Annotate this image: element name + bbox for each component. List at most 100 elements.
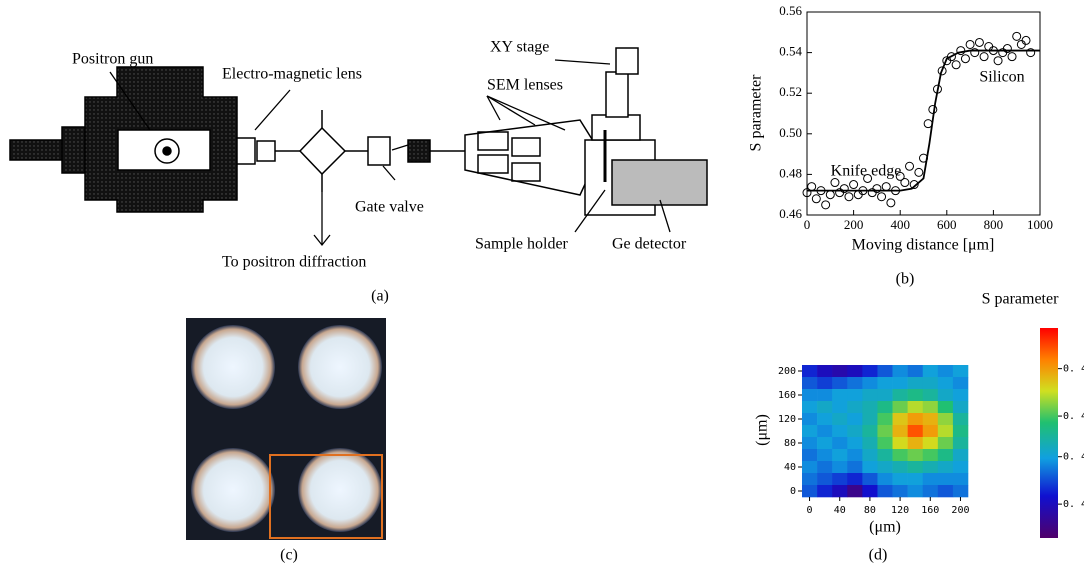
y-tick-label: 0.54 (779, 44, 802, 59)
heat-cell (817, 485, 833, 498)
data-point (872, 184, 882, 194)
heat-cell (832, 485, 848, 498)
heat-cell (922, 437, 939, 450)
shape (61, 126, 89, 174)
annotation: Knife edge (831, 163, 902, 180)
label: XY stage (490, 39, 549, 56)
heat-cell (817, 425, 833, 438)
heat-cell (952, 425, 969, 438)
heat-cell (877, 485, 893, 498)
heat-cell (952, 377, 969, 390)
heat-cell (952, 365, 969, 378)
heat-cell (877, 377, 893, 390)
y-tick-label: 0.52 (779, 84, 802, 99)
heat-cell (862, 389, 878, 402)
heat-cell (892, 437, 908, 450)
heat-cell (877, 473, 893, 486)
heat-cell (862, 365, 878, 378)
heat-cell (847, 413, 863, 426)
heat-cell (832, 449, 848, 462)
heat-cell (922, 365, 939, 378)
shape (511, 137, 541, 157)
heat-cell (877, 449, 893, 462)
x-axis-label: (μm) (869, 519, 901, 536)
heat-cell (817, 461, 833, 474)
y-tick-label: 0.46 (779, 206, 802, 221)
heat-cell (847, 377, 863, 390)
y-tick-label: 0.48 (779, 165, 802, 180)
heat-cell (802, 413, 818, 426)
data-point (937, 66, 947, 76)
heat-cell (802, 461, 818, 474)
shape (391, 144, 409, 151)
label: Electro-magnetic lens (222, 66, 362, 83)
plot-frame (806, 11, 1041, 216)
schematic (9, 47, 708, 247)
label: Sample holder (475, 236, 569, 253)
shape (605, 71, 629, 118)
heat-cell (862, 425, 878, 438)
shape (659, 199, 671, 233)
shape (269, 454, 383, 539)
heat-cell (907, 377, 924, 390)
heat-cell (937, 365, 954, 378)
panel-label: (a) (371, 288, 389, 305)
panel-label: (c) (280, 547, 298, 564)
panel-label: (b) (896, 271, 915, 288)
shape (109, 59, 671, 247)
heat-cell (847, 401, 863, 414)
colorbar (1040, 328, 1058, 538)
heat-cell (817, 449, 833, 462)
heat-cell (847, 425, 863, 438)
data-point (960, 54, 970, 64)
heat-cell (832, 437, 848, 450)
shape (191, 448, 275, 532)
shape (486, 95, 501, 121)
data-point (825, 190, 835, 200)
x-axis-label: Moving distance [μm] (852, 237, 995, 254)
heat-cell (952, 413, 969, 426)
heat-cell (862, 437, 878, 450)
heat-cell (952, 461, 969, 474)
colorbar-tick-label: 0. 483 (1063, 411, 1084, 422)
x-tick-label: 400 (890, 217, 910, 232)
x-tick-label: 160 (921, 505, 939, 516)
heat-cell (847, 461, 863, 474)
heat-cell (907, 485, 924, 498)
heat-cell (817, 473, 833, 486)
heat-cell (802, 449, 818, 462)
x-tick-label: 40 (834, 505, 846, 516)
heat-cell (907, 461, 924, 474)
y-axis-label: (μm) (754, 414, 771, 446)
heat-cell (937, 461, 954, 474)
heat-cell (817, 377, 833, 390)
label: Positron gun (72, 51, 153, 68)
shape (9, 139, 66, 161)
shape (554, 59, 611, 65)
heat-cell (892, 473, 908, 486)
data-point (951, 60, 961, 70)
colorbar-tick-label: 0. 490 (1063, 364, 1084, 375)
heat-cell (952, 437, 969, 450)
colorbar-tick-label: 0. 470 (1063, 499, 1084, 510)
heat-cell (877, 413, 893, 426)
heat-cell (847, 485, 863, 498)
heat-cell (862, 485, 878, 498)
shape (615, 47, 639, 75)
annotation: Silicon (979, 69, 1024, 86)
data-point (905, 161, 915, 171)
heat-cell (802, 485, 818, 498)
label: To positron diffraction (222, 254, 366, 271)
shape (298, 126, 347, 176)
shape (486, 95, 566, 131)
shape (477, 131, 509, 151)
heat-cell (952, 389, 969, 402)
heat-cell (907, 437, 924, 450)
heat-cell (847, 449, 863, 462)
heat-cell (802, 401, 818, 414)
label: SEM lenses (487, 77, 563, 94)
shape (382, 165, 396, 181)
data-point (881, 182, 891, 192)
heat-cell (922, 425, 939, 438)
